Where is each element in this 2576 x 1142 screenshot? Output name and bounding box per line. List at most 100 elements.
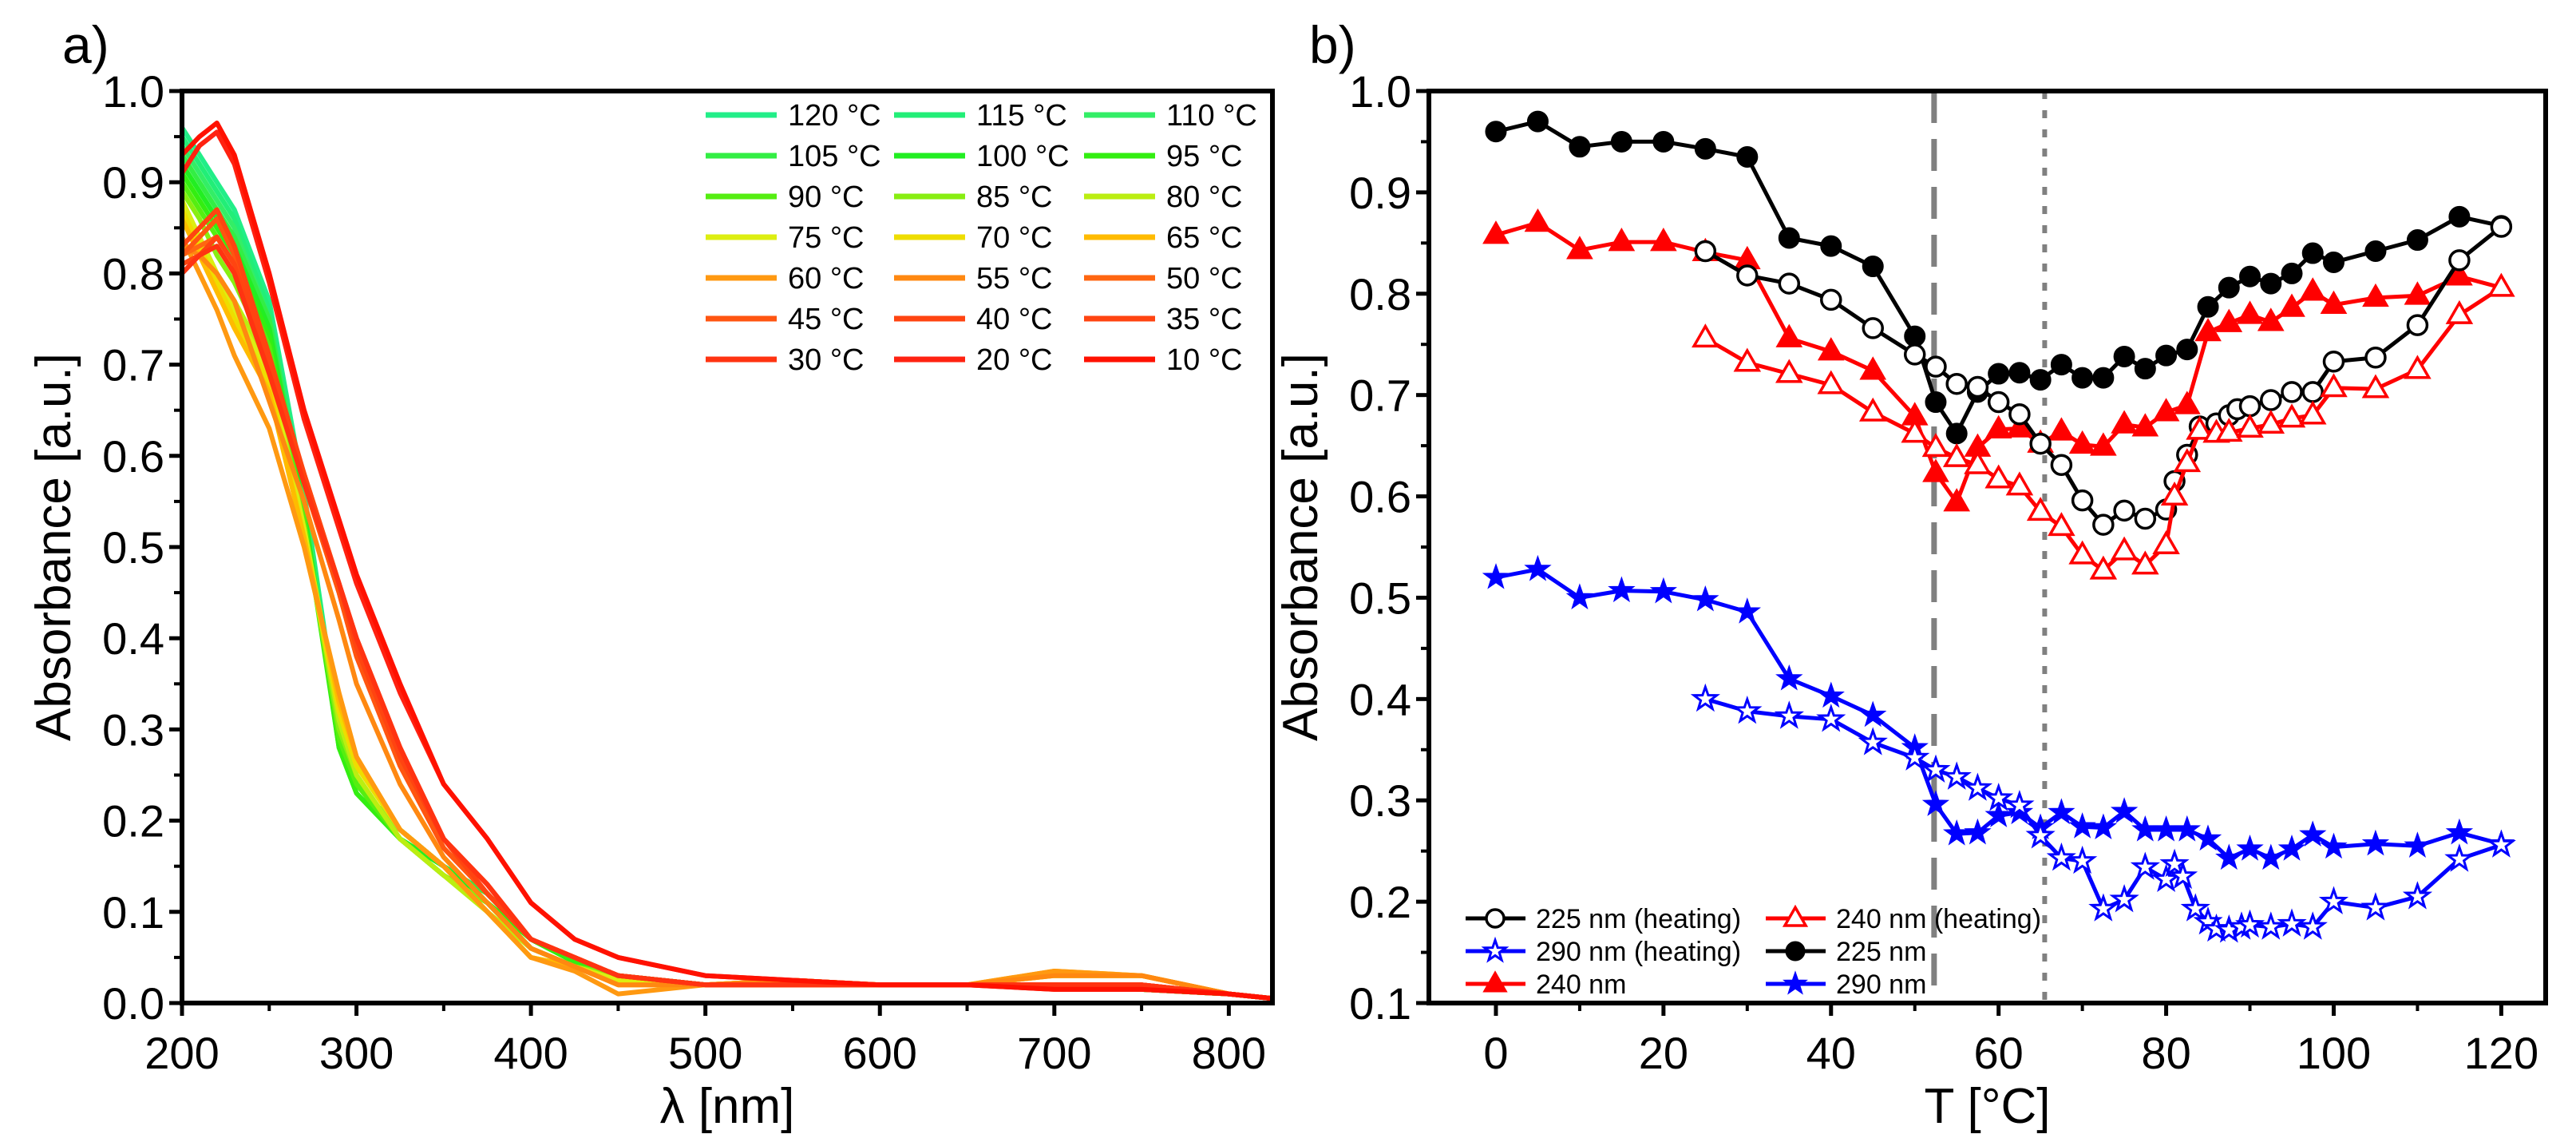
marker-circle bbox=[2176, 339, 2198, 361]
marker-star bbox=[2257, 843, 2285, 870]
panel-b: b) 0 20 40 60 80 100 120 0.1 0.2 0.3 0.4 0.5 0.6 0.7 0.… bbox=[1273, 15, 2548, 1134]
legend-label: 100 °C bbox=[976, 140, 1070, 173]
marker-triangle bbox=[2090, 432, 2117, 456]
marker-triangle bbox=[2257, 307, 2285, 331]
panel-label: b) bbox=[1309, 15, 1356, 74]
marker-star bbox=[1608, 576, 1636, 603]
marker-triangle bbox=[1858, 397, 1887, 422]
spectrum-line-105C bbox=[182, 153, 1272, 1001]
marker-star bbox=[2130, 851, 2160, 880]
marker-triangle bbox=[2194, 317, 2222, 342]
marker-circle bbox=[2218, 276, 2240, 299]
x-tick-label: 200 bbox=[144, 1028, 219, 1078]
marker-triangle bbox=[1650, 228, 1677, 252]
marker-star bbox=[2445, 818, 2474, 845]
marker-star bbox=[2159, 848, 2190, 877]
marker-star bbox=[1984, 783, 2014, 811]
marker-circle bbox=[1988, 363, 2010, 385]
y-tick-label: 0.3 bbox=[1349, 775, 1411, 826]
x-tick-label: 400 bbox=[493, 1028, 568, 1078]
panel-a: a) 200 300 400 500 600 700 800 0.0 0.1 0.2 0.3 0.4 0.… bbox=[26, 15, 1275, 1134]
legend-label: 80 °C bbox=[1166, 180, 1242, 214]
series-line bbox=[1495, 220, 2503, 505]
marker-triangle bbox=[1922, 458, 1949, 482]
marker-star bbox=[1692, 585, 1719, 612]
marker-star bbox=[1733, 597, 1762, 624]
marker-triangle bbox=[2005, 471, 2034, 496]
marker-triangle bbox=[2404, 355, 2432, 379]
marker-star bbox=[2256, 911, 2286, 940]
legend-label: 60 °C bbox=[788, 262, 864, 295]
marker-triangle bbox=[1733, 347, 1762, 372]
spectrum-line-100C bbox=[182, 162, 1272, 1001]
spectrum-line-85C bbox=[182, 189, 1272, 1001]
marker-triangle bbox=[2152, 529, 2180, 554]
plot-frame bbox=[180, 89, 1275, 1005]
marker-circle bbox=[2134, 358, 2156, 380]
marker-triangle bbox=[2215, 308, 2243, 332]
marker-triangle bbox=[1566, 236, 1593, 260]
marker-triangle bbox=[2131, 550, 2159, 575]
marker-circle bbox=[2281, 381, 2303, 403]
legend-label: 30 °C bbox=[788, 343, 864, 377]
marker-circle bbox=[1925, 391, 1947, 414]
y-tick-label: 0.5 bbox=[102, 522, 164, 573]
y-tick-label: 0.6 bbox=[1349, 472, 1411, 522]
marker-star bbox=[1964, 818, 1992, 845]
legend-label: 90 °C bbox=[788, 180, 864, 214]
x-tick-label: 120 bbox=[2464, 1028, 2538, 1078]
marker-star bbox=[2089, 813, 2117, 840]
marker-circle bbox=[2155, 344, 2178, 367]
spectrum-line-55C bbox=[182, 244, 1272, 1001]
marker-star bbox=[2402, 881, 2433, 910]
marker-circle bbox=[2322, 351, 2345, 373]
y-tick-label: 0.1 bbox=[102, 887, 164, 938]
marker-triangle bbox=[2446, 262, 2473, 286]
marker-triangle bbox=[2152, 398, 2180, 422]
marker-triangle bbox=[2048, 417, 2075, 441]
marker-triangle bbox=[1964, 450, 1992, 474]
marker-triangle bbox=[2299, 277, 2327, 301]
marker-circle bbox=[1785, 941, 1806, 962]
x-tick-label: 100 bbox=[2297, 1028, 2371, 1078]
marker-circle bbox=[2071, 489, 2094, 512]
y-tick-label: 0.2 bbox=[1349, 877, 1411, 927]
marker-circle bbox=[1694, 240, 1717, 263]
legend-label: 225 nm bbox=[1836, 937, 1926, 967]
marker-star bbox=[1921, 790, 1950, 816]
y-tick-label: 1.0 bbox=[1349, 66, 1411, 117]
legend-label: 225 nm (heating) bbox=[1536, 904, 1741, 934]
marker-circle bbox=[1526, 110, 1549, 133]
marker-star bbox=[1565, 583, 1594, 610]
marker-star bbox=[2360, 892, 2391, 921]
marker-triangle bbox=[2487, 272, 2515, 297]
x-tick-label: 80 bbox=[2141, 1028, 2190, 1078]
marker-star bbox=[1775, 664, 1803, 691]
marker-star bbox=[2109, 884, 2139, 913]
spectrum-line-115C bbox=[182, 135, 1272, 1001]
marker-triangle bbox=[2186, 415, 2214, 440]
marker-triangle bbox=[1817, 370, 1846, 395]
series-290-nm bbox=[1482, 554, 2515, 870]
marker-triangle bbox=[1775, 359, 1803, 383]
marker-circle bbox=[2239, 265, 2261, 287]
marker-circle bbox=[1987, 391, 2010, 414]
marker-circle bbox=[2448, 249, 2471, 272]
marker-circle bbox=[2008, 362, 2031, 384]
legend-label: 10 °C bbox=[1166, 343, 1242, 377]
marker-triangle bbox=[2111, 410, 2138, 434]
marker-circle bbox=[1736, 264, 1759, 287]
marker-triangle bbox=[1984, 414, 2012, 439]
y-tick-label: 0.4 bbox=[1349, 674, 1411, 724]
y-tick-label: 0.7 bbox=[1349, 371, 1411, 421]
marker-triangle bbox=[2298, 400, 2327, 425]
marker-star bbox=[2110, 797, 2139, 823]
y-tick-label: 0.6 bbox=[102, 431, 164, 482]
marker-star bbox=[1690, 683, 1720, 712]
legend-label: 290 nm (heating) bbox=[1536, 937, 1741, 967]
marker-circle bbox=[2113, 345, 2135, 367]
marker-circle bbox=[1903, 343, 1926, 366]
marker-triangle bbox=[1524, 208, 1552, 232]
spectrum-line-20C bbox=[182, 129, 1272, 1001]
marker-circle bbox=[1945, 372, 1968, 395]
